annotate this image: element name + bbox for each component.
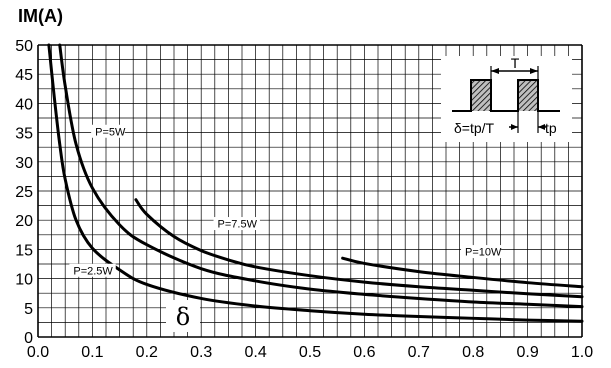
y-tick-label: 45 bbox=[15, 67, 33, 84]
pulse-2 bbox=[518, 80, 538, 111]
grid bbox=[37, 44, 583, 338]
y-tick-label: 15 bbox=[15, 242, 33, 259]
pulse-width-label: tp bbox=[545, 120, 557, 136]
y-tick-label: 5 bbox=[24, 301, 33, 318]
pulse-width-arrows bbox=[511, 124, 545, 130]
x-tick-label: 0.4 bbox=[244, 344, 266, 361]
curve-label: P=2.5W bbox=[73, 265, 113, 277]
y-tick-label: 25 bbox=[15, 184, 33, 201]
delta-symbol: δ bbox=[176, 303, 190, 331]
y-tick-label: 40 bbox=[15, 96, 33, 113]
y-tick-label: 20 bbox=[15, 213, 33, 230]
curve-label: P=7.5W bbox=[218, 219, 258, 231]
y-axis-label: IM(A) bbox=[18, 6, 63, 26]
curve-label: P=10W bbox=[465, 247, 502, 259]
curve-label-bg bbox=[461, 245, 502, 259]
y-tick-label: 35 bbox=[15, 126, 33, 143]
x-tick-label: 0.0 bbox=[27, 344, 49, 361]
series-line-P=7.5W bbox=[134, 198, 584, 299]
curve-label-bg bbox=[69, 263, 116, 277]
y-tick-label: 0 bbox=[24, 330, 33, 347]
y-tick-label: 50 bbox=[15, 38, 33, 55]
y-tick-label: 10 bbox=[15, 272, 33, 289]
duty-cycle-inset: Tδ=tp/T tp bbox=[441, 55, 572, 142]
curve-labels: P=2.5W P=5W P=7.5W P=10W bbox=[69, 124, 502, 277]
series-line-P=2.5W bbox=[47, 43, 584, 323]
tick-labels: 0.0 0.1 0.2 0.3 0.4 0.5 0.6 0.7 0.8 0.9 1.0 0 5 10 15 2… bbox=[15, 38, 593, 361]
pulse-1 bbox=[471, 80, 491, 111]
x-tick-label: 0.6 bbox=[353, 344, 375, 361]
curve-label-bg bbox=[91, 124, 125, 138]
series-line-P=10W bbox=[341, 256, 584, 289]
y-tick-label: 30 bbox=[15, 155, 33, 172]
x-tick-label: 0.8 bbox=[462, 344, 484, 361]
x-tick-label: 0.1 bbox=[81, 344, 103, 361]
x-tick-label: 0.3 bbox=[190, 344, 212, 361]
curve-label: P=5W bbox=[95, 126, 126, 138]
series-line-P=5W bbox=[58, 43, 584, 309]
x-tick-label: 0.2 bbox=[136, 344, 158, 361]
x-tick-label: 1.0 bbox=[571, 344, 593, 361]
x-tick-label: 0.9 bbox=[516, 344, 538, 361]
delta-annotation: δ bbox=[166, 300, 200, 332]
curve-label-bg bbox=[213, 217, 260, 231]
pulse-waveform bbox=[452, 79, 560, 112]
period-label: T bbox=[511, 55, 520, 71]
curves bbox=[47, 43, 584, 323]
duty-formula: δ=tp/T bbox=[454, 120, 495, 136]
delta-box bbox=[166, 300, 200, 332]
x-tick-label: 0.5 bbox=[299, 344, 321, 361]
x-tick-label: 0.7 bbox=[408, 344, 430, 361]
